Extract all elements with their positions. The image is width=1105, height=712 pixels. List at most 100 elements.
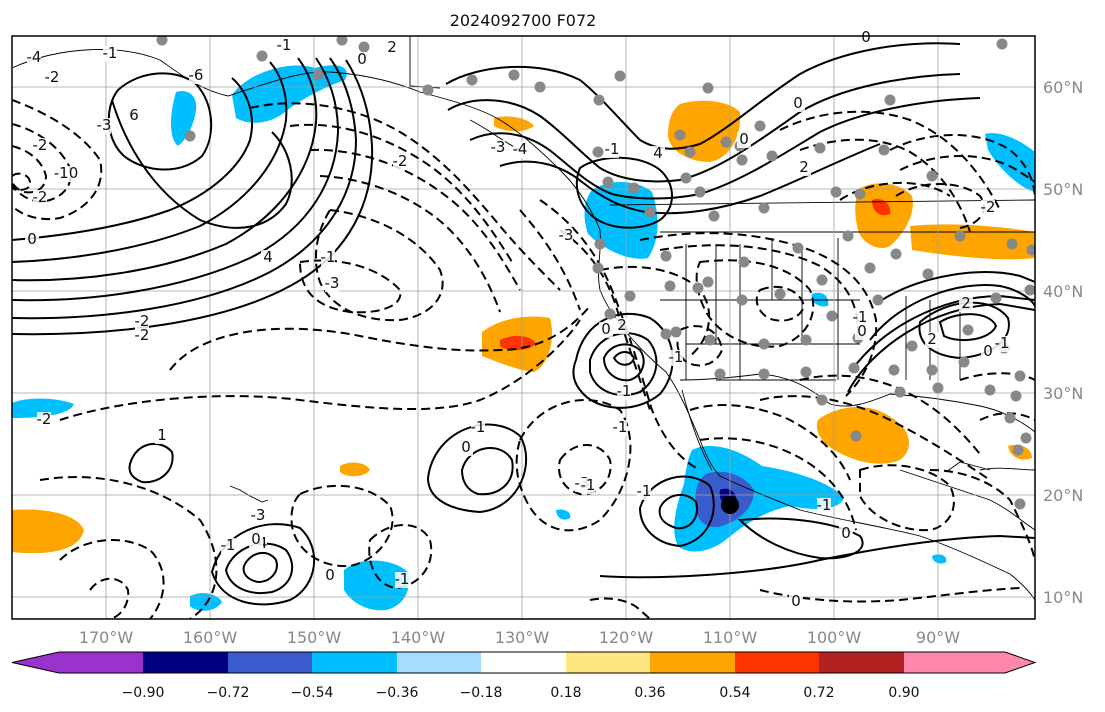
contour-label-background <box>33 190 47 206</box>
contour-label: -1 <box>817 496 832 514</box>
contour-label-background <box>261 250 275 266</box>
lon-label-90w: 90°W <box>916 628 960 647</box>
contour-label: 0 <box>325 566 335 584</box>
colorbar-extend-high <box>1005 652 1035 673</box>
contour-label-background <box>599 322 613 338</box>
contour-label-background <box>637 484 651 500</box>
contour-label: 2 <box>961 294 971 312</box>
contour-label: 0 <box>861 28 871 46</box>
contour-label-background <box>617 384 631 400</box>
contour-label-background <box>669 350 683 366</box>
contour-label: -1 <box>637 482 652 500</box>
contour-label: 0 <box>793 94 803 112</box>
contour-label-background <box>135 314 149 330</box>
contour-label: -2 <box>45 68 60 86</box>
contour-label: 4 <box>263 248 273 266</box>
contour-label-background <box>189 68 203 84</box>
colorbar-segment <box>735 652 819 673</box>
contour-label: -3 <box>491 138 506 156</box>
contour-label-background <box>97 118 111 134</box>
contour-label-background <box>817 498 831 514</box>
contour-label: 0 <box>251 530 261 548</box>
contour-label-background <box>323 568 337 584</box>
contour-label: -2 <box>981 198 996 216</box>
lon-label-170w: 170°W <box>79 628 134 647</box>
contour-label-background <box>325 276 339 292</box>
latitude-axis: 60°N 50°N 40°N 30°N 20°N 10°N <box>1043 78 1083 607</box>
contour-label-background <box>385 40 399 56</box>
contour-label: -3 <box>559 226 574 244</box>
contour-label-background <box>251 508 265 524</box>
cb-tick-label: 0.36 <box>634 685 665 701</box>
contour-label-background <box>321 250 335 266</box>
colorbar-segment <box>312 652 397 673</box>
contour-label-background <box>853 310 867 326</box>
contour-label-background <box>135 328 149 344</box>
lat-label-10n: 10°N <box>1043 588 1083 607</box>
cb-tick-label: 0.54 <box>719 685 750 701</box>
longitude-axis: 170°W 160°W 150°W 140°W 130°W 120°W 110°… <box>79 628 960 647</box>
contour-label-background <box>839 526 853 542</box>
contour-label-background <box>37 412 51 428</box>
cb-tick-label: −0.36 <box>376 685 419 701</box>
contour-label: -2 <box>37 410 52 428</box>
lon-label-150w: 150°W <box>287 628 342 647</box>
storm-center-marker <box>721 496 739 514</box>
contour-label-background <box>605 142 619 158</box>
lat-label-40n: 40°N <box>1043 282 1083 301</box>
contour-label: -10 <box>54 164 79 182</box>
contour-label: 0 <box>841 524 851 542</box>
contour-label-background <box>959 296 973 312</box>
contour-label-background <box>33 138 47 154</box>
contour-label-background <box>471 420 485 436</box>
contour-label-background <box>127 108 141 124</box>
contour-label: -1 <box>581 476 596 494</box>
contour-label: -1 <box>669 348 684 366</box>
cb-tick-label: 0.72 <box>803 685 834 701</box>
contour-label: 0 <box>857 322 867 340</box>
contour-label: 2 <box>387 38 397 56</box>
contour-label-background <box>27 50 41 66</box>
contour-label-background <box>981 200 995 216</box>
contour-label: -1 <box>617 382 632 400</box>
contour-label: 0 <box>791 592 801 610</box>
colorbar-segment <box>143 652 228 673</box>
lat-label-60n: 60°N <box>1043 78 1083 97</box>
contour-label-background <box>277 38 291 54</box>
contour-label: -3 <box>325 274 340 292</box>
colorbar <box>11 651 1037 674</box>
contour-label-background <box>355 52 369 68</box>
contour-label-background <box>615 318 629 334</box>
contour-label: 6 <box>129 106 139 124</box>
lat-label-20n: 20°N <box>1043 486 1083 505</box>
contour-label-background <box>925 332 939 348</box>
colorbar-segment <box>650 652 735 673</box>
cb-tick-label: −0.72 <box>207 685 250 701</box>
contour-label: 2 <box>617 316 627 334</box>
lon-label-110w: 110°W <box>703 628 758 647</box>
contour-label: -2 <box>135 312 150 330</box>
colorbar-outline <box>11 651 1037 674</box>
contour-label-background <box>613 420 627 436</box>
contour-label: -1 <box>221 536 236 554</box>
contour-label: -1 <box>395 570 410 588</box>
contour-label: -1 <box>103 44 118 62</box>
contour-label: -4 <box>513 140 528 158</box>
map-panel <box>12 36 1035 619</box>
contour-label: 2 <box>927 330 937 348</box>
contour-label: -2 <box>393 152 408 170</box>
contour-label-background <box>103 46 117 62</box>
contour-label: -1 <box>471 418 486 436</box>
contour-label-background <box>559 228 573 244</box>
map-title: 2024092700 F072 <box>450 11 597 30</box>
lon-label-100w: 100°W <box>807 628 862 647</box>
contour-label-background <box>249 532 263 548</box>
lat-label-50n: 50°N <box>1043 180 1083 199</box>
contour-label: 2 <box>799 158 809 176</box>
contour-label-background <box>581 478 595 494</box>
cb-tick-label: −0.54 <box>291 685 334 701</box>
contour-label-background <box>995 336 1009 352</box>
contour-label: 0 <box>601 320 611 338</box>
lon-label-160w: 160°W <box>183 628 238 647</box>
